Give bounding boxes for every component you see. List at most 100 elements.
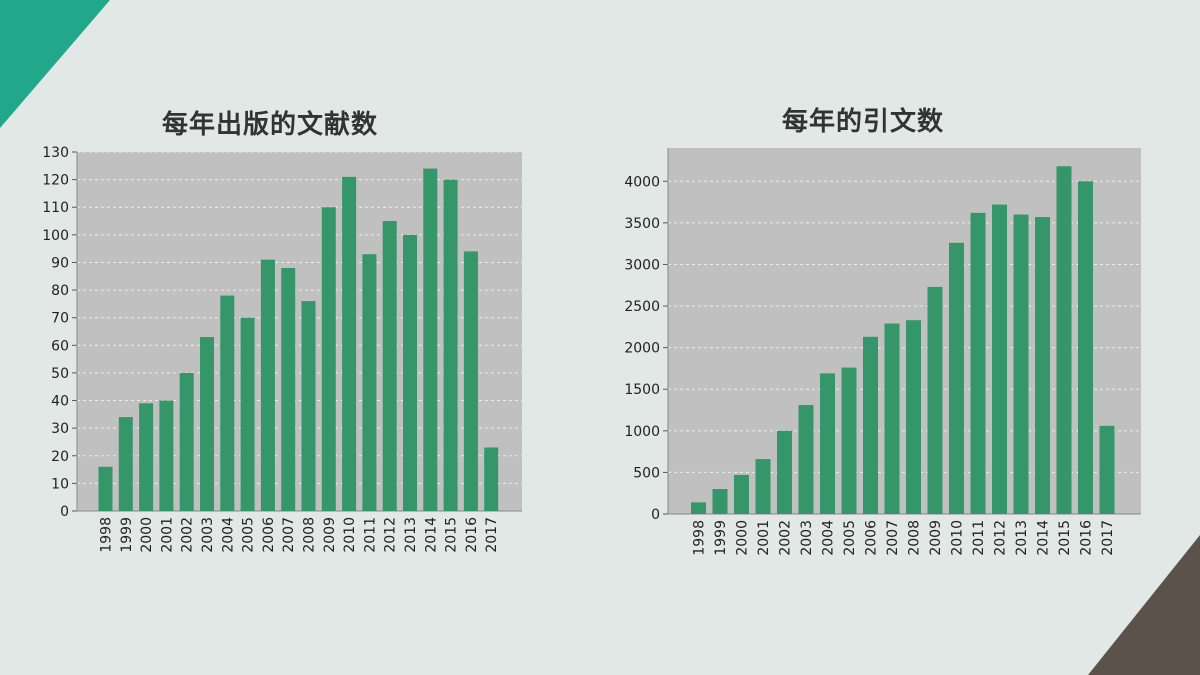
publications-y-tick-label: 50 [51,366,69,382]
publications-x-tick-label: 2017 [484,517,500,553]
citations-y-tick-label: 1500 [624,382,660,398]
publications-bar [463,251,478,511]
publications-y-tick-label: 70 [51,311,69,327]
citations-bar [841,367,857,514]
publications-y-tick-label: 60 [51,338,69,354]
publications-x-tick-label: 2003 [200,517,216,553]
publications-x-tick-label: 1998 [99,517,115,553]
citations-bar [798,405,814,514]
citations-bar [1056,166,1072,515]
publications-x-tick-label: 2001 [159,517,175,553]
citations-bar [927,286,943,514]
publications-x-tick-label: 2006 [261,517,277,553]
publications-y-tick-label: 80 [51,283,69,299]
citations-x-tick-label: 2011 [971,520,987,556]
citations-bar [949,242,964,514]
citations-x-tick-label: 2007 [885,520,901,556]
publications-bar [139,403,154,511]
publications-y-tick-label: 90 [51,255,69,271]
citations-bar [755,459,771,514]
chart-title-citations: 每年的引文数 [782,107,945,137]
publications-bar [98,466,113,511]
citations-bar [1013,214,1029,514]
publications-bar [362,254,377,511]
citations-bar [712,489,728,514]
publications-bar [403,234,417,511]
publications-bar [301,301,316,511]
publications-y-tick-label: 110 [42,200,69,216]
publications-bar [200,337,214,511]
citations-x-tick-label: 2001 [756,520,772,556]
publications-bar [159,400,174,511]
publications-x-tick-label: 2013 [403,517,419,553]
publications-x-tick-label: 2015 [444,517,460,553]
publications-y-tick-label: 20 [51,449,69,465]
publications-bar [118,417,133,511]
citations-x-tick-label: 2014 [1036,520,1052,556]
publications-x-tick-label: 2014 [423,517,439,553]
citations-bar [992,204,1007,514]
publications-y-tick-label: 120 [42,173,69,189]
publications-bar [484,447,499,511]
publications-x-tick-label: 2004 [220,517,236,553]
publications-bar [179,372,194,511]
citations-y-tick-label: 1000 [624,424,660,440]
citations-x-tick-label: 2009 [928,520,944,556]
citations-x-tick-label: 2016 [1079,520,1095,556]
citations-bar [884,323,900,514]
citations-x-tick-label: 2003 [799,520,815,556]
citations-x-tick-label: 2012 [993,520,1009,556]
citations-x-tick-label: 2000 [735,520,751,556]
publications-x-tick-label: 1999 [119,517,135,553]
citations-bar [734,474,749,514]
publications-bar [260,259,275,511]
citations-x-tick-label: 1998 [692,520,708,556]
publications-y-tick-label: 30 [51,421,69,437]
publications-x-tick-label: 2011 [362,517,378,553]
publications-y-tick-label: 10 [51,476,69,492]
citations-y-tick-label: 3500 [624,216,660,232]
citations-bar [777,430,792,514]
citations-bar [970,212,986,514]
publications-bar [423,168,438,512]
citations-x-tick-label: 2017 [1100,520,1116,556]
publications-x-tick-label: 2007 [281,517,297,553]
publications-bar [281,267,296,511]
publications-x-tick-label: 2005 [241,517,257,553]
citations-bar [863,336,878,514]
citations-bar [1078,181,1093,515]
publications-bar [342,176,357,511]
citations-y-tick-label: 3000 [624,257,660,273]
citations-y-tick-label: 2500 [624,299,660,315]
publications-y-tick-label: 100 [42,228,69,244]
corner-decoration-top-left [0,0,110,128]
citations-y-tick-label: 4000 [624,174,660,190]
publications-bar [443,179,458,511]
publications-x-tick-label: 2008 [302,517,318,553]
citations-y-tick-label: 500 [633,465,660,481]
citations-x-tick-label: 2006 [864,520,880,556]
chart-title-publications: 每年出版的文献数 [162,110,379,140]
publications-x-tick-label: 2002 [180,517,196,553]
corner-decoration-bottom-right [1088,535,1200,675]
publications-y-tick-label: 130 [42,145,69,161]
citations-x-tick-label: 2008 [907,520,923,556]
publications-x-tick-label: 2010 [342,517,358,553]
publications-x-tick-label: 2012 [383,517,399,553]
publications-bar [382,221,397,512]
citations-bar [1035,217,1050,515]
citations-y-tick-label: 0 [651,507,660,523]
citations-bar [906,320,921,514]
citations-x-tick-label: 2013 [1014,520,1030,556]
citations-x-tick-label: 2015 [1057,520,1073,556]
citations-x-tick-label: 2002 [778,520,794,556]
citations-x-tick-label: 2010 [950,520,966,556]
citations-x-tick-label: 1999 [713,520,729,556]
citations-x-tick-label: 2005 [842,520,858,556]
publications-x-tick-label: 2000 [139,517,155,553]
citations-bar [1099,425,1115,514]
publications-x-tick-label: 2016 [464,517,480,553]
citations-x-tick-label: 2004 [821,520,837,556]
